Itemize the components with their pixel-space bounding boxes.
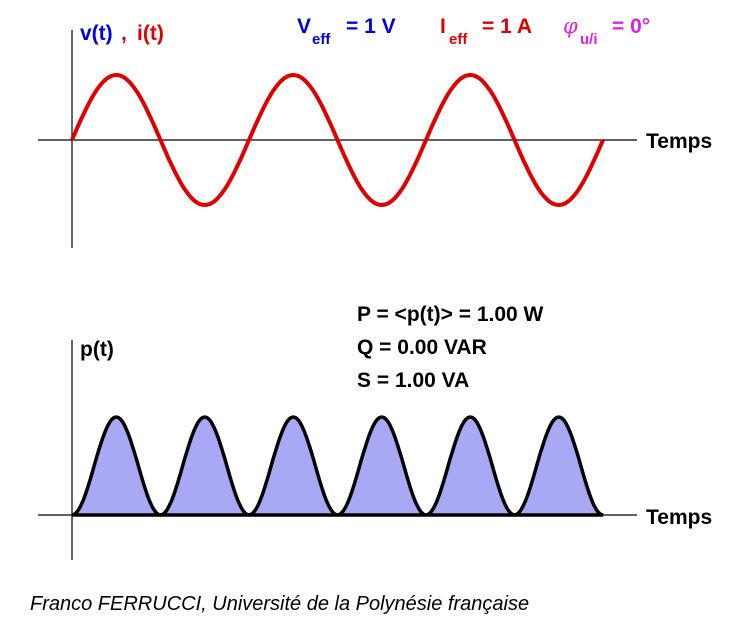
- separator: ,: [121, 22, 127, 45]
- i-label: i(t): [137, 22, 164, 45]
- power-curve: [71, 415, 604, 517]
- i-symbol: I: [440, 15, 446, 38]
- footer: Franco FERRUCCI, Université de la Polyné…: [30, 593, 529, 615]
- p-label: p(t): [80, 338, 114, 361]
- p-line: P = <p(t)> = 1.00 W: [357, 303, 544, 326]
- v-sub: eff: [312, 31, 331, 48]
- v-symbol: V: [297, 15, 311, 38]
- i-value: = 1 A: [482, 15, 532, 38]
- i-sub: eff: [449, 31, 468, 48]
- phi-symbol: φ: [563, 14, 578, 38]
- v-value: = 1 V: [346, 15, 396, 38]
- q-line: Q = 0.00 VAR: [357, 336, 487, 359]
- current-curve: [70, 72, 605, 208]
- v-label: v(t): [80, 22, 113, 45]
- s-line: S = 1.00 VA: [357, 369, 469, 392]
- x-label: Temps: [646, 506, 712, 529]
- x-label: Temps: [646, 130, 712, 153]
- phi-value: = 0°: [612, 15, 650, 38]
- phi-sub: u/i: [580, 31, 598, 48]
